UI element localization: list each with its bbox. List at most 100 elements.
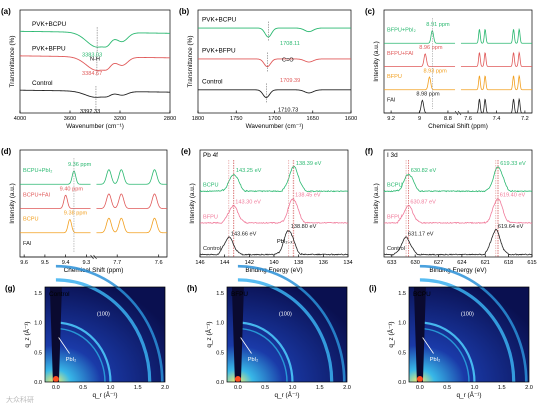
- x-tick-label: 2.0: [525, 385, 533, 391]
- series-label: Control: [202, 78, 223, 85]
- x-axis-label: Chemical Shift (ppm): [64, 267, 124, 274]
- y-tick-label: 0.5: [216, 350, 224, 356]
- x-axis-label: Chemical Shift (ppm): [428, 123, 488, 130]
- series-label: Control: [203, 246, 221, 252]
- x-tick-label: 9.4: [62, 260, 70, 266]
- x-tick-label: 2800: [164, 116, 176, 122]
- series-line: [384, 76, 456, 91]
- x-tick-label: 7.2: [521, 116, 529, 122]
- series-label: BFPU: [387, 214, 402, 220]
- annotation: 8.98 ppm: [416, 92, 440, 98]
- sample-label: BCPU: [413, 291, 431, 298]
- series-line: [199, 165, 349, 193]
- x-tick-label: 146: [195, 260, 204, 266]
- annotation: 619.40 eV: [500, 192, 526, 198]
- y-tick-label: 0.5: [398, 350, 406, 356]
- y-axis-label: q_z (Å⁻¹): [386, 321, 395, 347]
- x-tick-label: 7.7: [113, 260, 121, 266]
- series-label: FAI: [387, 97, 396, 103]
- x-tick-label: 8.8: [444, 116, 452, 122]
- panel-label: (e): [181, 147, 191, 156]
- x-axis-label: q_r (Å⁻¹): [92, 390, 117, 399]
- series-line: [20, 194, 91, 209]
- x-tick-label: 1.5: [134, 385, 142, 391]
- x-axis-label: Binding Energy (eV): [429, 267, 486, 274]
- series-label: BFPU: [387, 74, 402, 80]
- plot-frame: [19, 149, 168, 258]
- annotation: 631.17 eV: [408, 231, 434, 237]
- panel-label: (g): [5, 284, 16, 293]
- series-line: [96, 193, 167, 209]
- series-line: [384, 99, 456, 114]
- annotation-arrow: [58, 337, 70, 354]
- y-tick-label: 1.0: [34, 321, 42, 327]
- series-label: BCPU: [203, 183, 219, 189]
- panel-label: (i): [369, 284, 377, 293]
- x-tick-label: 615: [527, 260, 536, 266]
- diffraction-ring: [419, 321, 476, 383]
- series-label: PVK+BFPU: [202, 47, 236, 54]
- y-tick-label: 1.5: [34, 291, 42, 297]
- x-tick-label: 1750: [230, 116, 242, 122]
- annotation: 630.87 eV: [410, 200, 436, 206]
- x-tick-label: 7.6: [155, 260, 163, 266]
- diffraction-ring: [55, 278, 152, 383]
- diffraction-ring: [55, 327, 106, 383]
- annotation: PbI₂: [248, 357, 259, 363]
- plot-frame: [197, 9, 352, 114]
- panel-label: (a): [1, 7, 11, 16]
- diffraction-ring: [237, 264, 346, 383]
- beamstop: [413, 287, 426, 382]
- annotation: 3384.67: [82, 71, 102, 77]
- axis-break: [93, 254, 97, 260]
- plot-frame: [408, 286, 530, 383]
- x-tick-label: 0.0: [234, 385, 242, 391]
- x-tick-label: 140: [269, 260, 278, 266]
- x-tick-label: 0.5: [79, 385, 87, 391]
- plot-frame: [383, 9, 533, 114]
- x-axis-label: Wavenumber (cm⁻¹): [66, 123, 124, 130]
- annotation: 143.25 eV: [236, 168, 262, 174]
- annotation: 1710.73: [278, 108, 298, 114]
- annotation: 619.33 eV: [500, 161, 526, 167]
- x-tick-label: 1.0: [471, 385, 479, 391]
- series-line: [460, 27, 532, 44]
- giwaxs-map: [45, 287, 165, 382]
- series-line: [460, 51, 532, 67]
- giwaxs-map: [227, 287, 347, 382]
- x-tick-label: 9.3: [83, 260, 91, 266]
- annotation: (100): [97, 312, 110, 318]
- series-label: BCPU+PbI₂: [23, 168, 52, 174]
- x-tick-label: 630: [410, 260, 419, 266]
- panel-label: (d): [1, 147, 12, 156]
- x-tick-label: 1.5: [498, 385, 506, 391]
- diffraction-ring: [237, 321, 294, 383]
- y-axis-label: Transmittance (%): [9, 36, 16, 88]
- x-axis-label: Wavenumber (cm⁻¹): [246, 123, 304, 130]
- series-line: [383, 198, 533, 224]
- series-label: FAI: [23, 241, 32, 247]
- x-axis-label: q_r (Å⁻¹): [274, 390, 299, 399]
- series-line: [198, 58, 351, 68]
- x-tick-label: 7.6: [464, 116, 472, 122]
- annotation-arrow: [240, 337, 252, 354]
- x-tick-label: 138: [294, 260, 303, 266]
- beamstop: [49, 287, 62, 382]
- x-tick-label: 134: [343, 260, 352, 266]
- series-label: BCPU: [23, 217, 39, 223]
- x-tick-label: 1.0: [107, 385, 115, 391]
- annotation: PbI₂: [66, 357, 77, 363]
- x-tick-label: 633: [387, 260, 396, 266]
- panel-label: (h): [187, 284, 198, 293]
- diffraction-ring: [55, 264, 164, 383]
- plot-frame: [44, 286, 166, 383]
- panel-title: I 3d: [387, 152, 398, 159]
- series-line: [19, 89, 171, 98]
- annotation: (100): [461, 312, 474, 318]
- x-tick-label: 9.5: [41, 260, 49, 266]
- x-tick-label: 9.6: [20, 260, 28, 266]
- series-label: PVK+BFPU: [32, 45, 66, 52]
- annotation: 9.36 ppm: [68, 162, 92, 168]
